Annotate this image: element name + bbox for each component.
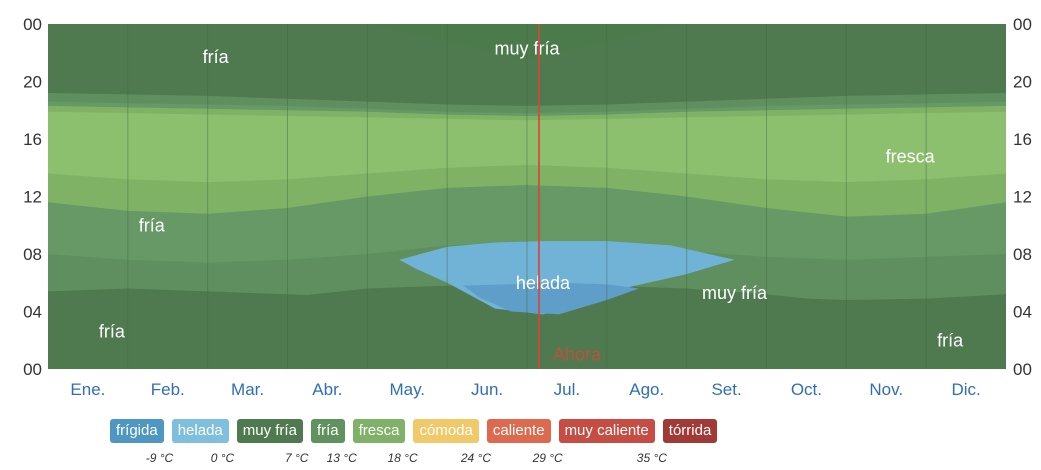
threshold-label: 13 °C	[326, 451, 357, 465]
temperature-band-chart: 00 04 08 12 16 20 00 00 04 08 12 16 20 00 Ene. Feb. Ma…	[23, 15, 1032, 399]
month-label: Set.	[711, 380, 741, 399]
legend-item-muy-caliente: muy caliente	[558, 419, 655, 443]
y-tick-label-right: 00	[1013, 15, 1032, 34]
month-label: Nov.	[869, 380, 903, 399]
month-gridlines	[127, 24, 927, 369]
month-label: Mar.	[231, 380, 264, 399]
temperature-regions	[48, 24, 1006, 369]
band-label: fresca	[886, 146, 936, 166]
month-label: Oct.	[791, 380, 822, 399]
legend-thresholds: -9 °C 0 °C 7 °C 13 °C 18 °C 24 °C 29 °C 35 °C	[0, 451, 1041, 469]
month-label: May.	[389, 380, 425, 399]
y-tick-label-left: 00	[23, 360, 42, 379]
region-helada-8	[463, 282, 639, 315]
month-label: Dic.	[951, 380, 980, 399]
legend-item-muy-fría: muy fría	[236, 419, 303, 443]
legend-item-frígida: frígida	[110, 419, 164, 443]
y-tick-label-left: 16	[23, 130, 42, 149]
band-labels: fría muy fría fresca fría helada muy fría fría…	[99, 38, 964, 350]
y-tick-label-left: 00	[23, 15, 42, 34]
month-label: Abr.	[312, 380, 342, 399]
band-label: helada	[516, 273, 571, 293]
month-label: Jun.	[471, 380, 503, 399]
band-label: muy fría	[494, 38, 560, 58]
now-marker-label: Ahora	[553, 345, 602, 365]
band-label: fría	[937, 330, 964, 350]
month-label: Feb.	[151, 380, 185, 399]
threshold-label: 0 °C	[210, 451, 235, 465]
threshold-label: 18 °C	[387, 451, 418, 465]
legend-item-fría: fría	[310, 419, 345, 443]
y-tick-label-right: 12	[1013, 188, 1032, 207]
region-muy-fría-3	[48, 24, 1006, 60]
y-tick-label-right: 20	[1013, 73, 1032, 92]
month-label: Ene.	[70, 380, 105, 399]
month-label: Jul.	[554, 380, 580, 399]
y-tick-label-right: 16	[1013, 130, 1032, 149]
month-label: Ago.	[629, 380, 664, 399]
legend-item-tórrida: tórrida	[662, 419, 718, 443]
region-fresca-6	[48, 111, 1006, 183]
region-muy-fría-2	[48, 284, 1006, 355]
legend-item-caliente: caliente	[486, 419, 551, 443]
band-label: fría	[203, 47, 230, 67]
y-tick-label-right: 08	[1013, 245, 1032, 264]
y-tick-label-left: 12	[23, 188, 42, 207]
y-tick-label-left: 20	[23, 73, 42, 92]
y-axis-right: 00 04 08 12 16 20 00	[1013, 15, 1032, 379]
threshold-label: -9 °C	[145, 451, 174, 465]
y-tick-label-left: 04	[23, 303, 42, 322]
y-axis-left: 00 04 08 12 16 20 00	[23, 15, 42, 379]
y-tick-label-right: 04	[1013, 303, 1032, 322]
threshold-label: 24 °C	[460, 451, 492, 465]
legend-item-helada: helada	[171, 419, 229, 443]
band-label: fría	[139, 215, 166, 235]
y-tick-label-left: 08	[23, 245, 42, 264]
legend-item-fresca: fresca	[352, 419, 406, 443]
threshold-label: 29 °C	[532, 451, 563, 465]
legend: frígida helada muy fría fría fresca cómoda cal…	[110, 419, 725, 447]
threshold-label: 35 °C	[636, 451, 667, 465]
x-axis-months: Ene. Feb. Mar. Abr. May. Jun. Jul. Ago. Set. Oct.…	[70, 380, 980, 399]
threshold-label: 7 °C	[284, 451, 309, 465]
y-tick-label-right: 00	[1013, 360, 1032, 379]
band-label: fría	[99, 322, 126, 342]
band-label: muy fría	[702, 283, 768, 303]
legend-item-cómoda: cómoda	[413, 419, 479, 443]
